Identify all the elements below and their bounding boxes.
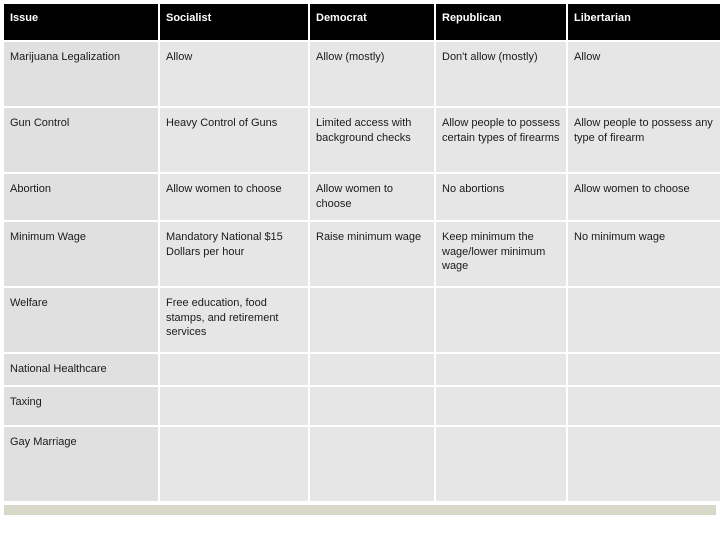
cell-value: Free education, food stamps, and retirem… xyxy=(160,288,308,352)
cell-value: Limited access with background checks xyxy=(310,108,434,172)
cell-issue: Taxing xyxy=(4,387,158,425)
col-header-socialist: Socialist xyxy=(160,4,308,40)
cell-value xyxy=(568,354,720,385)
cell-issue: Abortion xyxy=(4,174,158,220)
cell-value: Allow people to possess any type of fire… xyxy=(568,108,720,172)
cell-issue: National Healthcare xyxy=(4,354,158,385)
table-container: Issue Socialist Democrat Republican Libe… xyxy=(0,0,720,515)
table-row: Gay Marriage xyxy=(4,427,720,501)
cell-value: Allow women to choose xyxy=(568,174,720,220)
policy-table: Issue Socialist Democrat Republican Libe… xyxy=(2,2,720,503)
cell-value: Keep minimum the wage/lower minimum wage xyxy=(436,222,566,286)
table-row: Marijuana Legalization Allow Allow (most… xyxy=(4,42,720,106)
cell-issue: Gun Control xyxy=(4,108,158,172)
cell-value xyxy=(436,288,566,352)
cell-value xyxy=(310,288,434,352)
table-row: Minimum Wage Mandatory National $15 Doll… xyxy=(4,222,720,286)
cell-issue: Gay Marriage xyxy=(4,427,158,501)
cell-value: Allow xyxy=(568,42,720,106)
cell-value xyxy=(160,427,308,501)
cell-value xyxy=(310,427,434,501)
cell-value: No abortions xyxy=(436,174,566,220)
cell-value: Allow (mostly) xyxy=(310,42,434,106)
table-row: Gun Control Heavy Control of Guns Limite… xyxy=(4,108,720,172)
cell-issue: Welfare xyxy=(4,288,158,352)
cell-value: Allow women to choose xyxy=(310,174,434,220)
table-row: National Healthcare xyxy=(4,354,720,385)
cell-issue: Marijuana Legalization xyxy=(4,42,158,106)
cell-value: Don't allow (mostly) xyxy=(436,42,566,106)
cell-value xyxy=(568,387,720,425)
col-header-libertarian: Libertarian xyxy=(568,4,720,40)
cell-value: Allow people to possess certain types of… xyxy=(436,108,566,172)
cell-issue: Minimum Wage xyxy=(4,222,158,286)
cell-value xyxy=(160,354,308,385)
cell-value: No minimum wage xyxy=(568,222,720,286)
table-row: Welfare Free education, food stamps, and… xyxy=(4,288,720,352)
cell-value xyxy=(310,354,434,385)
cell-value: Raise minimum wage xyxy=(310,222,434,286)
cell-value xyxy=(436,354,566,385)
cell-value: Allow women to choose xyxy=(160,174,308,220)
footer-strip xyxy=(4,505,716,515)
cell-value xyxy=(436,387,566,425)
col-header-issue: Issue xyxy=(4,4,158,40)
cell-value xyxy=(160,387,308,425)
table-row: Taxing xyxy=(4,387,720,425)
col-header-republican: Republican xyxy=(436,4,566,40)
cell-value xyxy=(310,387,434,425)
cell-value xyxy=(568,288,720,352)
table-row: Abortion Allow women to choose Allow wom… xyxy=(4,174,720,220)
cell-value xyxy=(568,427,720,501)
col-header-democrat: Democrat xyxy=(310,4,434,40)
cell-value: Mandatory National $15 Dollars per hour xyxy=(160,222,308,286)
cell-value: Allow xyxy=(160,42,308,106)
cell-value: Heavy Control of Guns xyxy=(160,108,308,172)
table-header-row: Issue Socialist Democrat Republican Libe… xyxy=(4,4,720,40)
cell-value xyxy=(436,427,566,501)
